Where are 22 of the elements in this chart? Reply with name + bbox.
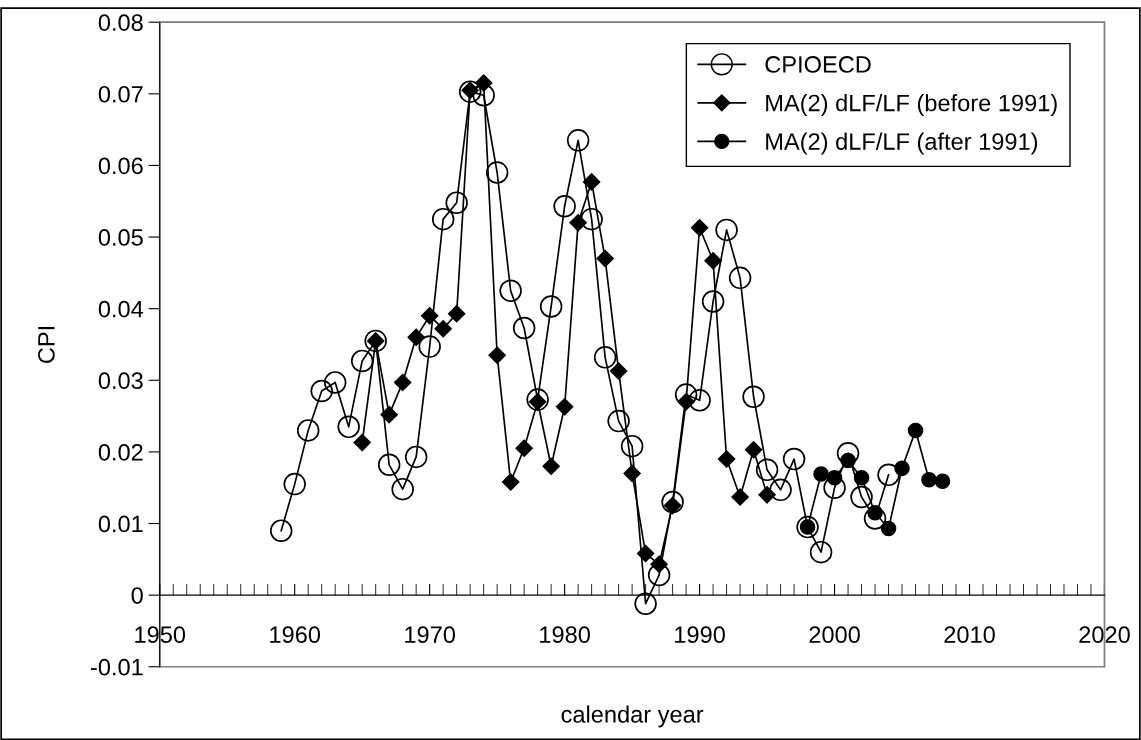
y-axis-title: CPI <box>38 326 55 363</box>
y-tick-label: 0.01 <box>98 515 143 533</box>
x-tick-label: 2020 <box>1079 626 1130 644</box>
y-tick-label: 0.04 <box>98 300 144 318</box>
y-tick-label: 0.03 <box>98 372 143 390</box>
y-tick-label: 0.06 <box>98 157 143 175</box>
x-tick-label: 2000 <box>809 626 860 644</box>
x-tick-label: 2010 <box>944 626 995 644</box>
y-tick-label: 0.02 <box>98 443 143 461</box>
x-tick-label: 1970 <box>405 626 456 644</box>
x-tick-label: 1960 <box>270 626 321 644</box>
legend-label: CPIOECD <box>765 56 871 73</box>
y-tick-label: -0.01 <box>91 658 143 676</box>
y-tick-label: 0.07 <box>98 85 143 103</box>
x-axis-title: calendar year <box>561 705 704 728</box>
y-tick-label: 0.05 <box>98 229 143 246</box>
y-tick-label: 0.08 <box>98 14 143 31</box>
x-tick-label: 1990 <box>675 626 725 644</box>
legend-label: MA(2) dLF/LF (after 1991) <box>766 132 1038 155</box>
y-tick-label: 0 <box>131 587 143 604</box>
legend-label: MA(2) dLF/LF (before 1991) <box>766 94 1057 117</box>
x-tick-label: 1980 <box>540 626 590 644</box>
